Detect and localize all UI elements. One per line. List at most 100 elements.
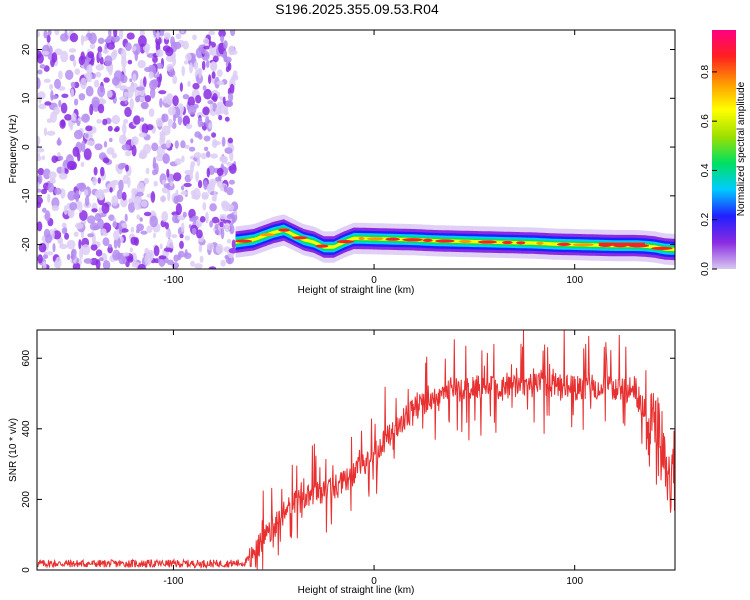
heatmap-noise-cell [180, 30, 185, 34]
heatmap-noise-cell [225, 204, 235, 211]
heatmap-noise-cell [201, 152, 207, 160]
heatmap-noise-cell [78, 93, 86, 101]
heatmap-noise-cell [196, 158, 201, 167]
heatmap-noise-cell [122, 252, 130, 257]
heatmap-ridge-peak [536, 241, 544, 245]
heatmap-ridge-peak [651, 246, 673, 250]
heatmap-noise-cell [39, 64, 46, 69]
heatmap-noise-cell [37, 77, 41, 90]
heatmap-noise-cell [45, 233, 53, 244]
heatmap-noise-cell [135, 95, 141, 103]
x-tick-label: 0 [371, 576, 377, 587]
heatmap-noise-cell [76, 182, 86, 190]
heatmap-noise-cell [201, 191, 209, 199]
heatmap-noise-cell [172, 114, 177, 123]
heatmap-noise-cell [190, 260, 195, 267]
heatmap-noise-cell [137, 263, 146, 269]
heatmap-noise-cell [59, 243, 68, 250]
heatmap-noise-cell [151, 142, 159, 152]
colorbar-label: Normalized spectral amplitude [736, 81, 747, 216]
heatmap-noise-cell [132, 73, 137, 82]
heatmap-noise-cell [190, 138, 194, 144]
heatmap-noise-cell [69, 54, 75, 62]
heatmap-noise-cell [51, 205, 59, 212]
heatmap-noise-cell [74, 222, 84, 230]
heatmap-noise-cell [191, 194, 200, 200]
heatmap-noise-cell [74, 68, 81, 75]
heatmap-noise-cell [103, 77, 110, 83]
heatmap-noise-cell [78, 55, 86, 66]
heatmap-noise-cell [47, 182, 55, 193]
heatmap-noise-cell [203, 88, 212, 100]
heatmap-noise-cell [57, 137, 61, 146]
heatmap-ridge-peak [278, 228, 290, 232]
heatmap-noise-cell [118, 30, 124, 40]
heatmap-noise-cell [214, 229, 220, 235]
heatmap-noise-cell [191, 227, 197, 236]
heatmap-noise-cell [136, 191, 144, 197]
heatmap-noise-cell [176, 194, 184, 203]
heatmap-noise-cell [205, 60, 210, 68]
spectrogram-x-label: Height of straight line (km) [298, 285, 415, 296]
heatmap-noise-cell [224, 105, 229, 115]
heatmap-noise-cell [83, 189, 89, 196]
heatmap-noise-cell [212, 140, 221, 146]
y-tick-label: 0 [21, 567, 32, 573]
heatmap-noise-cell [206, 183, 213, 194]
heatmap-noise-cell [136, 223, 145, 232]
heatmap-noise-cell [140, 102, 148, 109]
heatmap-ridge-peak [358, 236, 365, 241]
heatmap-noise-cell [54, 187, 62, 195]
heatmap-noise-cell [172, 214, 179, 224]
heatmap-noise-cell [198, 244, 203, 253]
heatmap-noise-cell [37, 221, 43, 232]
heatmap-noise-cell [49, 177, 56, 185]
heatmap-noise-cell [159, 195, 167, 202]
spectrogram-y-ticks: -20 -10 0 10 20 [21, 44, 675, 252]
heatmap-noise-cell [102, 260, 111, 269]
heatmap-noise-cell [182, 115, 190, 127]
heatmap-noise-cell [182, 94, 190, 100]
heatmap-ridge-peak [235, 239, 253, 243]
heatmap-noise-cell [129, 98, 134, 111]
heatmap-noise-cell [123, 91, 130, 98]
heatmap-noise-cell [69, 32, 79, 43]
heatmap-noise-cell [70, 88, 75, 98]
heatmap-noise-cell [37, 147, 45, 153]
heatmap-noise-cell [220, 259, 226, 267]
heatmap-noise-cell [97, 103, 105, 114]
heatmap-noise-cell [187, 104, 197, 115]
heatmap-ridge-peak [385, 237, 400, 241]
snr-plot-area [37, 330, 675, 570]
heatmap-noise-cell [228, 179, 235, 185]
heatmap-noise-cell [128, 198, 133, 204]
heatmap-noise-cell [87, 215, 96, 224]
spectrogram-y-label: Frequency (Hz) [8, 115, 19, 184]
heatmap-noise-cell [206, 242, 214, 251]
heatmap-noise-cell [224, 222, 231, 233]
heatmap-noise-cell [108, 63, 113, 76]
heatmap-noise-cell [65, 69, 74, 80]
heatmap-noise-cell [91, 100, 100, 112]
heatmap-noise-cell [112, 221, 118, 228]
heatmap-noise-cell [149, 215, 158, 228]
heatmap-noise-cell [97, 46, 103, 53]
heatmap-noise-cell [99, 56, 104, 65]
heatmap-noise-cell [85, 125, 93, 132]
heatmap-noise-cell [156, 30, 160, 40]
heatmap-noise-cell [59, 119, 66, 129]
heatmap-noise-cell [123, 119, 129, 124]
heatmap-noise-cell [140, 230, 148, 235]
heatmap-noise-cell [180, 140, 186, 149]
heatmap-noise-cell [53, 106, 60, 116]
heatmap-noise-cell [43, 254, 49, 259]
heatmap-ridge [235, 214, 675, 266]
heatmap-noise-cell [226, 187, 234, 196]
heatmap-ridge-peak [315, 244, 329, 248]
heatmap-noise-cell [211, 132, 217, 138]
heatmap-noise-cell [221, 136, 226, 147]
heatmap-noise-cell [203, 146, 209, 152]
heatmap-noise-cell [97, 85, 106, 98]
heatmap-noise-cell [172, 75, 178, 85]
heatmap-noise-cell [84, 195, 90, 207]
